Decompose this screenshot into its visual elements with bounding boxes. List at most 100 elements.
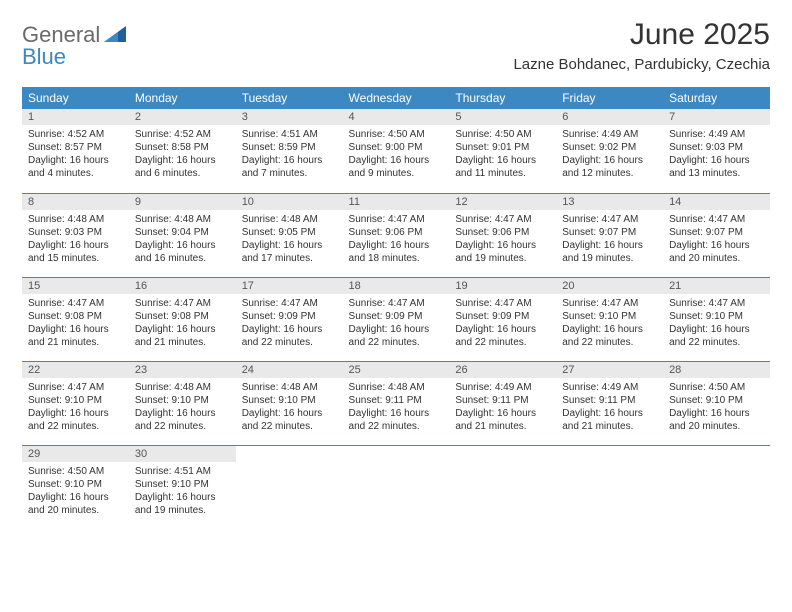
weekday-header: Friday [556,87,663,109]
day-number: 5 [449,109,556,125]
calendar-cell: 28Sunrise: 4:50 AMSunset: 9:10 PMDayligh… [663,361,770,445]
calendar-cell: 25Sunrise: 4:48 AMSunset: 9:11 PMDayligh… [343,361,450,445]
calendar-cell: 27Sunrise: 4:49 AMSunset: 9:11 PMDayligh… [556,361,663,445]
day-body: Sunrise: 4:50 AMSunset: 9:10 PMDaylight:… [663,378,770,437]
daylight-line: Daylight: 16 hours and 18 minutes. [349,239,444,265]
day-number: 11 [343,194,450,210]
sunset-line: Sunset: 9:10 PM [562,310,657,323]
day-number: 16 [129,278,236,294]
calendar-row: 15Sunrise: 4:47 AMSunset: 9:08 PMDayligh… [22,277,770,361]
calendar-cell: 18Sunrise: 4:47 AMSunset: 9:09 PMDayligh… [343,277,450,361]
day-body: Sunrise: 4:48 AMSunset: 9:10 PMDaylight:… [236,378,343,437]
calendar-cell: 13Sunrise: 4:47 AMSunset: 9:07 PMDayligh… [556,193,663,277]
calendar-row: 8Sunrise: 4:48 AMSunset: 9:03 PMDaylight… [22,193,770,277]
day-body: Sunrise: 4:47 AMSunset: 9:10 PMDaylight:… [556,294,663,353]
calendar-cell: 5Sunrise: 4:50 AMSunset: 9:01 PMDaylight… [449,109,556,193]
calendar-header-row: SundayMondayTuesdayWednesdayThursdayFrid… [22,87,770,109]
daylight-line: Daylight: 16 hours and 13 minutes. [669,154,764,180]
sunrise-line: Sunrise: 4:50 AM [455,128,550,141]
sunset-line: Sunset: 9:03 PM [669,141,764,154]
calendar-row: 29Sunrise: 4:50 AMSunset: 9:10 PMDayligh… [22,445,770,529]
day-number: 15 [22,278,129,294]
day-body: Sunrise: 4:47 AMSunset: 9:10 PMDaylight:… [22,378,129,437]
weekday-header: Saturday [663,87,770,109]
sunrise-line: Sunrise: 4:47 AM [242,297,337,310]
day-number: 12 [449,194,556,210]
calendar-table: SundayMondayTuesdayWednesdayThursdayFrid… [22,87,770,529]
calendar-cell: 22Sunrise: 4:47 AMSunset: 9:10 PMDayligh… [22,361,129,445]
day-body: Sunrise: 4:48 AMSunset: 9:03 PMDaylight:… [22,210,129,269]
daylight-line: Daylight: 16 hours and 22 minutes. [562,323,657,349]
day-body: Sunrise: 4:49 AMSunset: 9:02 PMDaylight:… [556,125,663,184]
sunset-line: Sunset: 8:58 PM [135,141,230,154]
day-body: Sunrise: 4:47 AMSunset: 9:09 PMDaylight:… [236,294,343,353]
day-number: 13 [556,194,663,210]
day-number: 24 [236,362,343,378]
sunrise-line: Sunrise: 4:47 AM [669,213,764,226]
day-body: Sunrise: 4:51 AMSunset: 9:10 PMDaylight:… [129,462,236,521]
sunset-line: Sunset: 9:11 PM [455,394,550,407]
calendar-cell: 29Sunrise: 4:50 AMSunset: 9:10 PMDayligh… [22,445,129,529]
sunset-line: Sunset: 9:07 PM [562,226,657,239]
sunrise-line: Sunrise: 4:47 AM [669,297,764,310]
sunrise-line: Sunrise: 4:48 AM [135,213,230,226]
sunrise-line: Sunrise: 4:50 AM [349,128,444,141]
calendar-cell [343,445,450,529]
calendar-cell [663,445,770,529]
day-number: 1 [22,109,129,125]
calendar-cell: 24Sunrise: 4:48 AMSunset: 9:10 PMDayligh… [236,361,343,445]
sunrise-line: Sunrise: 4:47 AM [455,297,550,310]
sunset-line: Sunset: 9:05 PM [242,226,337,239]
day-number: 28 [663,362,770,378]
day-number: 19 [449,278,556,294]
calendar-cell: 9Sunrise: 4:48 AMSunset: 9:04 PMDaylight… [129,193,236,277]
day-body: Sunrise: 4:47 AMSunset: 9:06 PMDaylight:… [343,210,450,269]
sunset-line: Sunset: 9:09 PM [242,310,337,323]
calendar-cell: 20Sunrise: 4:47 AMSunset: 9:10 PMDayligh… [556,277,663,361]
day-number: 27 [556,362,663,378]
calendar-cell: 21Sunrise: 4:47 AMSunset: 9:10 PMDayligh… [663,277,770,361]
daylight-line: Daylight: 16 hours and 22 minutes. [349,407,444,433]
day-body: Sunrise: 4:49 AMSunset: 9:03 PMDaylight:… [663,125,770,184]
sunrise-line: Sunrise: 4:47 AM [28,297,123,310]
logo-text-block: General Blue [22,24,100,68]
day-number: 10 [236,194,343,210]
daylight-line: Daylight: 16 hours and 9 minutes. [349,154,444,180]
calendar-cell: 6Sunrise: 4:49 AMSunset: 9:02 PMDaylight… [556,109,663,193]
logo-triangle-icon [104,24,126,46]
sunrise-line: Sunrise: 4:52 AM [135,128,230,141]
header-right: June 2025 Lazne Bohdanec, Pardubicky, Cz… [513,18,770,73]
sunrise-line: Sunrise: 4:48 AM [135,381,230,394]
sunset-line: Sunset: 9:02 PM [562,141,657,154]
daylight-line: Daylight: 16 hours and 21 minutes. [135,323,230,349]
day-body: Sunrise: 4:47 AMSunset: 9:08 PMDaylight:… [129,294,236,353]
day-body: Sunrise: 4:52 AMSunset: 8:57 PMDaylight:… [22,125,129,184]
day-number: 2 [129,109,236,125]
header: General Blue June 2025 Lazne Bohdanec, P… [22,18,770,73]
calendar-cell: 17Sunrise: 4:47 AMSunset: 9:09 PMDayligh… [236,277,343,361]
sunrise-line: Sunrise: 4:51 AM [135,465,230,478]
calendar-cell: 7Sunrise: 4:49 AMSunset: 9:03 PMDaylight… [663,109,770,193]
daylight-line: Daylight: 16 hours and 20 minutes. [669,239,764,265]
calendar-cell: 23Sunrise: 4:48 AMSunset: 9:10 PMDayligh… [129,361,236,445]
day-body: Sunrise: 4:48 AMSunset: 9:05 PMDaylight:… [236,210,343,269]
daylight-line: Daylight: 16 hours and 17 minutes. [242,239,337,265]
day-body: Sunrise: 4:47 AMSunset: 9:09 PMDaylight:… [343,294,450,353]
sunset-line: Sunset: 9:11 PM [349,394,444,407]
day-body: Sunrise: 4:49 AMSunset: 9:11 PMDaylight:… [449,378,556,437]
daylight-line: Daylight: 16 hours and 22 minutes. [242,323,337,349]
daylight-line: Daylight: 16 hours and 7 minutes. [242,154,337,180]
sunset-line: Sunset: 9:09 PM [349,310,444,323]
daylight-line: Daylight: 16 hours and 20 minutes. [669,407,764,433]
sunset-line: Sunset: 9:10 PM [669,310,764,323]
sunrise-line: Sunrise: 4:47 AM [349,213,444,226]
daylight-line: Daylight: 16 hours and 21 minutes. [562,407,657,433]
sunset-line: Sunset: 9:10 PM [135,394,230,407]
sunset-line: Sunset: 9:10 PM [28,394,123,407]
daylight-line: Daylight: 16 hours and 12 minutes. [562,154,657,180]
day-body: Sunrise: 4:49 AMSunset: 9:11 PMDaylight:… [556,378,663,437]
daylight-line: Daylight: 16 hours and 22 minutes. [455,323,550,349]
sunset-line: Sunset: 9:08 PM [135,310,230,323]
sunrise-line: Sunrise: 4:49 AM [562,381,657,394]
daylight-line: Daylight: 16 hours and 22 minutes. [349,323,444,349]
